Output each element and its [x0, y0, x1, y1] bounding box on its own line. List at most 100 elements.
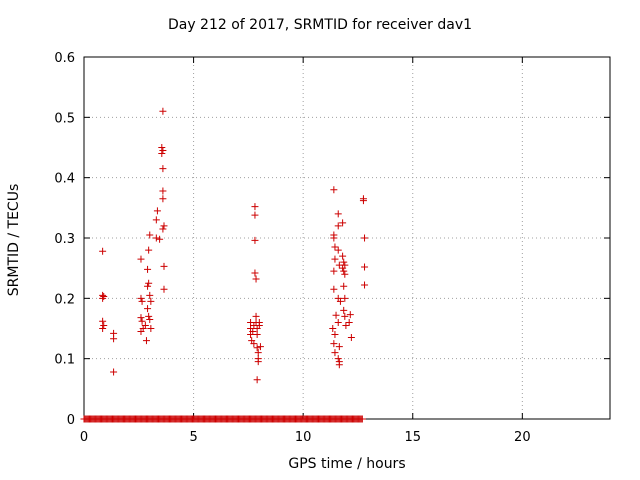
data-point [347, 334, 355, 342]
data-point [330, 285, 338, 293]
data-point [254, 349, 262, 357]
data-point [147, 297, 155, 305]
data-point [335, 361, 343, 369]
data-point [330, 267, 338, 275]
data-point [100, 321, 108, 329]
data-point [332, 311, 340, 319]
data-point [341, 294, 349, 302]
y-tick-label: 0.2 [54, 292, 75, 307]
data-point [159, 107, 167, 115]
y-tick-label: 0.6 [54, 51, 75, 66]
data-point [331, 255, 339, 263]
data-point [100, 293, 108, 301]
data-point [160, 262, 168, 270]
data-point [329, 325, 337, 332]
data-point [110, 335, 118, 343]
data-point [334, 318, 342, 326]
y-tick-label: 0.5 [54, 111, 75, 126]
data-point [159, 195, 167, 203]
data-point [156, 235, 164, 243]
data-point [141, 321, 149, 329]
data-point [254, 358, 262, 366]
data-point [145, 279, 153, 287]
data-point [335, 343, 343, 351]
data-point [331, 331, 339, 339]
data-point [110, 368, 118, 376]
data-point [145, 312, 153, 320]
data-point [340, 258, 348, 266]
data-point [250, 340, 258, 348]
data-point [99, 317, 107, 325]
data-point [336, 297, 344, 305]
data-point [253, 376, 261, 384]
data-point [158, 144, 166, 151]
data-point [153, 207, 161, 215]
data-point [137, 294, 145, 302]
data-point [152, 234, 160, 242]
data-point [146, 291, 154, 299]
data-point [339, 219, 347, 227]
data-point [159, 225, 167, 233]
data-point [249, 328, 257, 336]
data-point [361, 281, 369, 289]
data-point [251, 203, 259, 211]
data-point [251, 236, 259, 244]
y-tick-label: 0.3 [54, 232, 75, 247]
data-point [144, 305, 152, 313]
data-point [160, 222, 168, 230]
data-point [159, 165, 167, 173]
x-tick-label: 0 [80, 430, 88, 445]
data-point [99, 294, 107, 302]
data-point [345, 318, 353, 326]
y-tick-label: 0.4 [54, 172, 75, 187]
data-point [331, 349, 339, 357]
data-point [252, 275, 260, 283]
data-point [361, 234, 369, 242]
data-point [152, 216, 160, 224]
data-point [334, 210, 342, 218]
data-point [142, 337, 150, 345]
x-axis-label: GPS time / hours [288, 456, 406, 472]
data-point [340, 282, 348, 290]
data-point [146, 315, 154, 323]
data-point [330, 234, 338, 242]
data-point [145, 246, 153, 254]
data-point [255, 318, 263, 326]
data-point [331, 243, 339, 251]
data-point [146, 231, 154, 239]
data-point [334, 246, 342, 254]
data-point [99, 325, 107, 332]
data-point [251, 269, 259, 277]
data-point [147, 325, 155, 332]
data-point [252, 312, 260, 320]
x-tick-label: 10 [295, 430, 312, 445]
data-point [159, 147, 167, 155]
x-tick-label: 5 [189, 430, 197, 445]
data-point [346, 311, 354, 319]
data-point [339, 252, 347, 260]
x-tick-label: 15 [404, 430, 421, 445]
y-tick-label: 0 [67, 413, 75, 428]
data-point [341, 270, 349, 278]
data-point [340, 267, 348, 275]
data-point [251, 211, 259, 219]
data-point [340, 306, 348, 314]
data-point [330, 186, 338, 194]
data-point [341, 261, 349, 269]
y-axis-label: SRMTID / TECUs [6, 183, 22, 297]
data-point [361, 263, 369, 271]
data-point [253, 344, 261, 352]
data-point [137, 314, 145, 322]
data-point [334, 355, 342, 363]
data-point [342, 321, 350, 329]
data-point [144, 282, 152, 290]
data-point [99, 247, 107, 255]
data-point [137, 255, 145, 263]
data-point [158, 150, 166, 158]
data-point [138, 317, 146, 325]
data-point [160, 285, 168, 293]
data-point [334, 222, 342, 230]
chart-title: Day 212 of 2017, SRMTID for receiver dav… [167, 17, 473, 33]
data-point [159, 187, 167, 195]
